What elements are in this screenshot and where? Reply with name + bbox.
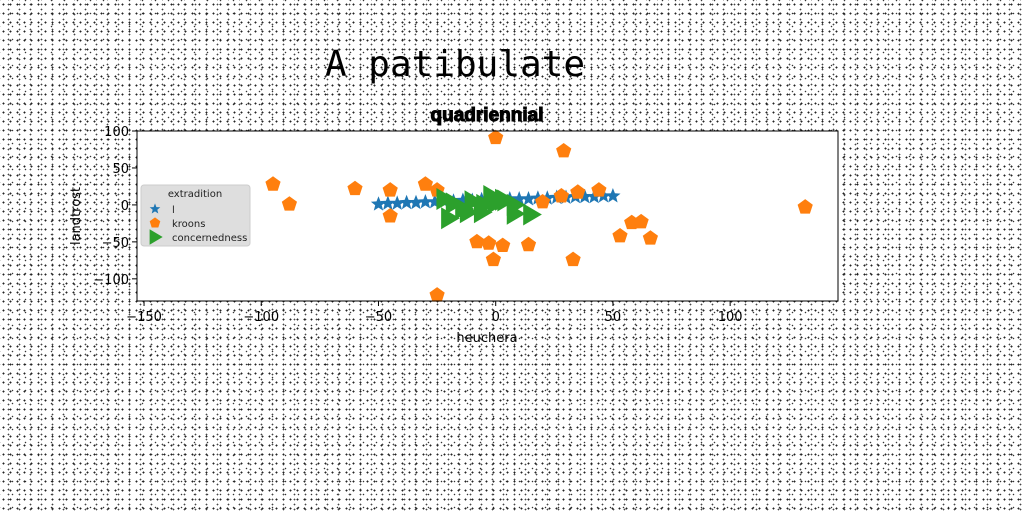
data-point [441,207,460,230]
legend-entry-label: kroons [172,219,205,230]
data-point [577,188,593,204]
data-point [347,180,363,196]
data-point [459,201,479,224]
series-2-points [436,185,542,230]
data-point [535,194,551,209]
data-point [605,188,621,203]
data-point [436,188,456,210]
plot-frame [136,130,839,302]
plot-area [137,131,838,301]
data-point [382,208,398,223]
data-point [520,191,537,206]
data-point [797,199,813,214]
data-point [476,193,495,216]
data-point [427,194,443,209]
data-point [570,184,586,199]
data-point [281,196,297,211]
data-point [485,251,501,267]
data-point [408,194,424,210]
x-tick-label: 0 [492,310,500,325]
x-axis: −150 −100 −50 0 50 100 [126,301,743,325]
y-tick-label: 50 [112,162,129,177]
y-tick-label: 0 [121,199,129,214]
data-point [506,202,526,225]
data-point [464,190,484,213]
y-tick-label: −100 [93,273,129,288]
data-point [389,195,405,210]
x-tick-label: −100 [243,310,279,325]
figure-suptitle: A patibulate [325,44,585,85]
legend-entry-label: l [172,205,175,216]
data-point [429,287,445,302]
data-point [520,236,537,252]
data-point [591,182,607,197]
data-point [417,194,433,209]
data-point [265,176,281,191]
x-tick-label: 100 [718,310,743,325]
data-point [633,213,649,229]
chart-title: quadriennial [431,105,544,126]
data-point [370,196,387,211]
data-point [481,235,497,250]
legend-title: extradition [168,189,222,200]
data-point [565,251,581,267]
data-point [642,230,658,245]
data-point [445,192,465,215]
data-point [495,188,514,211]
series-1-points [265,129,813,302]
data-point [382,182,398,197]
data-point [469,233,485,249]
y-axis-label: landtrost [69,187,84,245]
data-point [495,237,511,252]
data-point [523,203,542,226]
legend: extradition l kroons concernedness [140,184,251,247]
x-tick-label: −150 [126,310,162,325]
data-point [612,228,628,243]
data-point [556,143,572,158]
y-axis: 100 50 0 −50 −100 [93,125,137,288]
y-tick-label: 100 [104,125,129,140]
data-point [455,192,471,207]
x-axis-label: heuchera [456,331,517,346]
x-tick-label: 50 [605,310,622,325]
legend-marker [149,229,163,245]
data-point [380,195,396,210]
data-point [511,191,527,206]
data-marks [265,129,813,302]
legend-box [140,184,251,247]
data-point [553,188,569,203]
y-tick-label: −50 [102,236,129,251]
data-point [417,176,433,191]
x-tick-label: −50 [365,310,392,325]
data-point [488,129,504,145]
data-point [399,194,415,210]
legend-marker [149,217,161,228]
legend-marker [149,203,161,214]
legend-entry-label: concernedness [172,233,247,244]
